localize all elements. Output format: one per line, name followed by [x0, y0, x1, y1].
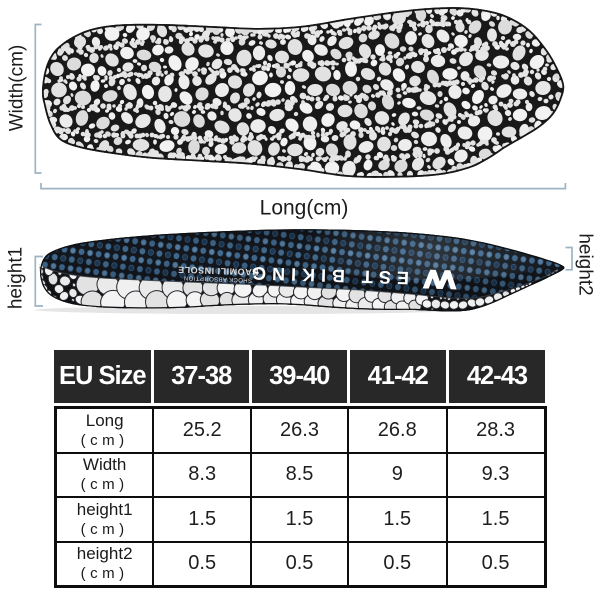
svg-text:SHOCK ABSORPTION: SHOCK ABSORPTION: [184, 274, 253, 282]
svg-text:BAOMILI INSOLE: BAOMILI INSOLE: [177, 265, 258, 278]
svg-text:height1: height1: [6, 247, 27, 309]
svg-text:Long(cm): Long(cm): [260, 197, 349, 220]
svg-text:height2: height2: [575, 233, 596, 295]
svg-text:Width(cm): Width(cm): [7, 45, 28, 132]
